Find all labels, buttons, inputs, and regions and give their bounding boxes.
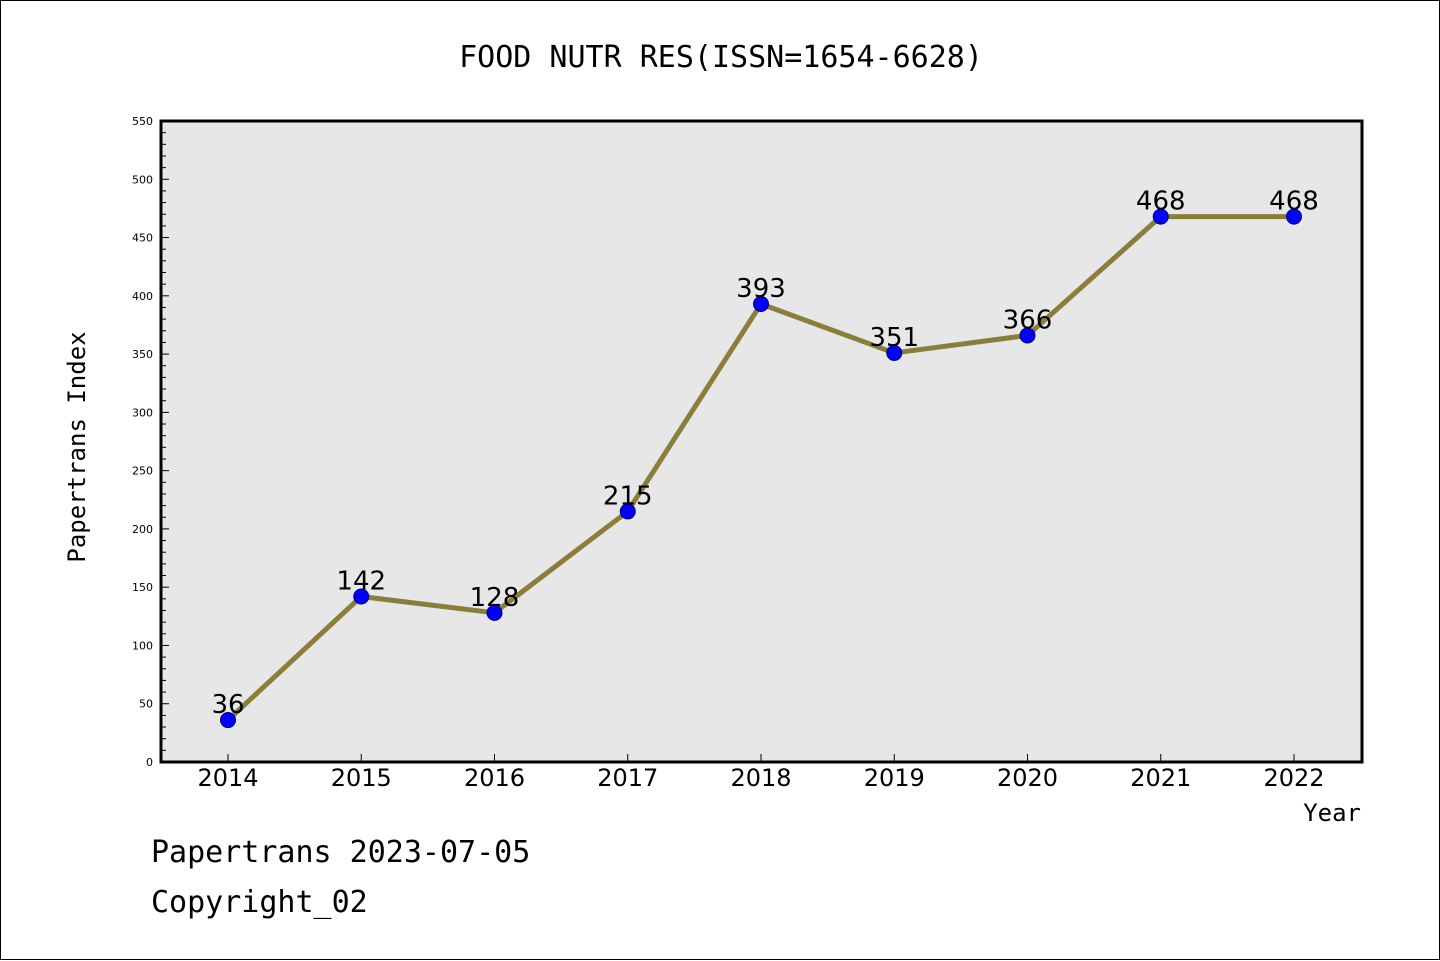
data-point (486, 604, 503, 621)
y-tick-label: 550 (132, 115, 153, 128)
x-tick-label: 2014 (197, 764, 258, 792)
y-tick-label: 0 (146, 756, 153, 769)
footer-copyright: Copyright_02 (151, 885, 368, 920)
data-label: 215 (603, 481, 653, 511)
x-tick-label: 2017 (597, 764, 658, 792)
y-tick-label: 100 (132, 639, 153, 652)
y-tick-label: 400 (132, 290, 153, 303)
y-tick-label: 200 (132, 523, 153, 536)
x-axis-label: Year (1303, 799, 1361, 827)
y-tick-label: 450 (132, 232, 153, 245)
y-tick-label: 150 (132, 581, 153, 594)
data-point (1019, 327, 1036, 344)
data-point (353, 588, 370, 605)
x-tick-label: 2016 (464, 764, 525, 792)
data-point (886, 344, 903, 361)
x-tick-label: 2021 (1130, 764, 1191, 792)
x-tick-label: 2018 (730, 764, 791, 792)
x-tick-label: 2019 (864, 764, 925, 792)
data-point (220, 712, 236, 729)
footer-date: Papertrans 2023-07-05 (151, 835, 531, 870)
data-point (753, 295, 769, 312)
data-label: 366 (1003, 305, 1053, 335)
data-label: 393 (736, 274, 786, 304)
y-tick-label: 250 (132, 465, 153, 478)
data-points: 36 142 128 215 393 351 366 468 468 (211, 187, 1319, 729)
data-label: 351 (869, 323, 919, 353)
y-tick-label: 350 (132, 348, 153, 361)
plot-area (161, 121, 1362, 762)
data-point (1286, 208, 1302, 225)
data-label: 36 (211, 690, 244, 720)
plot-border (159, 119, 1364, 764)
x-tick-label: 2022 (1263, 764, 1324, 792)
y-tick-label: 500 (132, 173, 153, 186)
x-tick-label: 2020 (997, 764, 1058, 792)
chart-title: FOOD NUTR RES(ISSN=1654-6628) (459, 40, 983, 75)
data-point (1152, 208, 1169, 225)
data-point (619, 503, 636, 520)
data-label: 142 (336, 567, 386, 597)
y-tick-label: 300 (132, 406, 153, 419)
axis-ticks: 0 50 100 150 200 250 300 350 400 450 500 550 2014 201… (132, 115, 1325, 792)
data-label: 468 (1136, 187, 1186, 217)
data-label: 468 (1269, 187, 1319, 217)
x-tick-label: 2015 (331, 764, 392, 792)
y-tick-label: 50 (139, 698, 153, 711)
y-axis-label: Papertrans Index (63, 331, 91, 562)
data-label: 128 (470, 583, 520, 613)
